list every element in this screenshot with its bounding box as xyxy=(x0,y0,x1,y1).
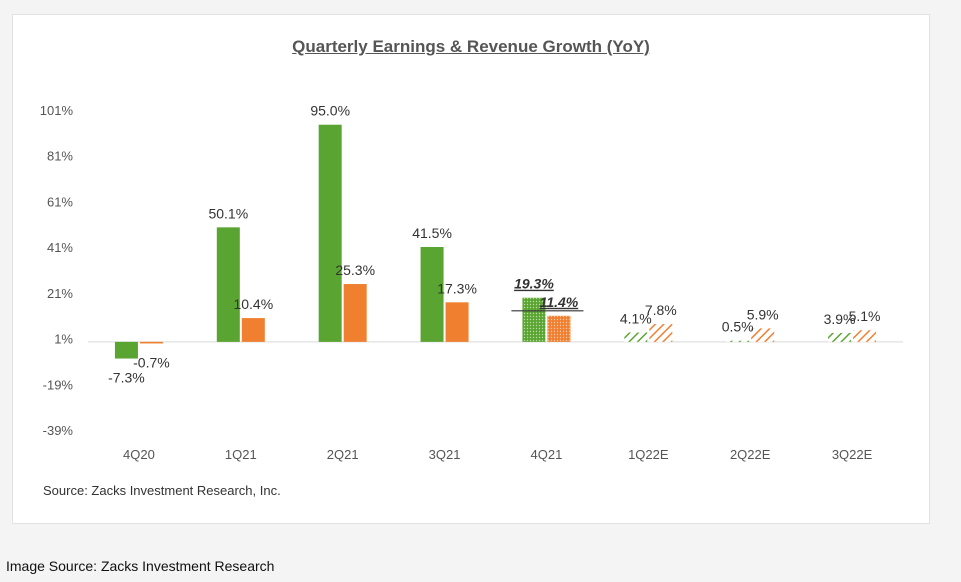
earnings-bar-4q20 xyxy=(114,341,138,359)
earnings-bar-1q21 xyxy=(216,227,240,342)
revenue-value-label-2q22e: 5.9% xyxy=(747,306,779,322)
source-note: Source: Zacks Investment Research, Inc. xyxy=(43,483,281,498)
y-tick-label: 61% xyxy=(47,194,73,209)
revenue-value-label-2q21: 25.3% xyxy=(335,262,375,278)
revenue-bar-4q21 xyxy=(547,315,571,342)
earnings-value-label-2q21: 95.0% xyxy=(310,103,350,119)
x-category-label: 1Q22E xyxy=(628,447,669,462)
earnings-bar-1q22e xyxy=(624,332,648,342)
earnings-bar-3q22e xyxy=(828,332,852,342)
revenue-value-label-4q21: 11.4% xyxy=(540,294,579,310)
earnings-value-label-1q21: 50.1% xyxy=(208,205,248,221)
revenue-value-label-1q22e: 7.8% xyxy=(645,302,677,318)
chart-card: Quarterly Earnings & Revenue Growth (YoY… xyxy=(12,14,930,524)
x-category-label: 4Q21 xyxy=(531,447,563,462)
earnings-bar-2q21 xyxy=(318,124,342,342)
x-category-label: 4Q20 xyxy=(123,447,155,462)
chart-title: Quarterly Earnings & Revenue Growth (YoY… xyxy=(292,37,650,56)
x-category-label: 1Q21 xyxy=(225,447,257,462)
earnings-bar-4q21 xyxy=(522,297,546,342)
earnings-value-label-4q21: 19.3% xyxy=(514,276,554,292)
bar-chart: 101% 81% 61% 41% 21% 1% -19% -39% 4Q20 1Q21 2Q21 3Q… xyxy=(40,103,903,462)
earnings-bar-2q22e xyxy=(726,340,750,342)
earnings-value-label-4q20: -7.3% xyxy=(108,370,145,386)
earnings-value-label-3q21: 41.5% xyxy=(412,225,452,241)
image-caption: Image Source: Zacks Investment Research xyxy=(6,558,275,574)
y-tick-label: 21% xyxy=(47,286,73,301)
revenue-bar-2q21 xyxy=(343,284,367,342)
x-category-label: 3Q22E xyxy=(832,447,873,462)
revenue-bar-1q22e xyxy=(649,324,673,342)
revenue-bar-1q21 xyxy=(241,318,265,342)
earnings-value-label-3q22e: 3.9% xyxy=(824,311,856,327)
revenue-bar-4q20 xyxy=(139,341,163,344)
revenue-bar-3q21 xyxy=(445,302,469,342)
revenue-value-label-1q21: 10.4% xyxy=(233,296,273,312)
y-tick-label: 101% xyxy=(40,103,74,118)
revenue-bar-2q22e xyxy=(751,328,775,342)
x-category-label: 2Q21 xyxy=(327,447,359,462)
earnings-value-label-1q22e: 4.1% xyxy=(620,310,652,326)
revenue-value-label-4q20: -0.7% xyxy=(133,354,170,370)
x-category-label: 2Q22E xyxy=(730,447,771,462)
y-tick-label: -19% xyxy=(43,377,74,392)
earnings-bar-3q21 xyxy=(420,247,444,342)
revenue-value-label-3q21: 17.3% xyxy=(437,280,477,296)
y-tick-label: -39% xyxy=(43,423,74,438)
y-tick-label: 81% xyxy=(47,149,73,164)
revenue-bar-3q22e xyxy=(853,330,877,342)
y-tick-label: 1% xyxy=(54,332,73,347)
revenue-value-label-3q22e: 5.1% xyxy=(849,308,881,324)
y-tick-label: 41% xyxy=(47,240,73,255)
x-category-label: 3Q21 xyxy=(429,447,461,462)
earnings-value-label-2q22e: 0.5% xyxy=(722,319,754,335)
